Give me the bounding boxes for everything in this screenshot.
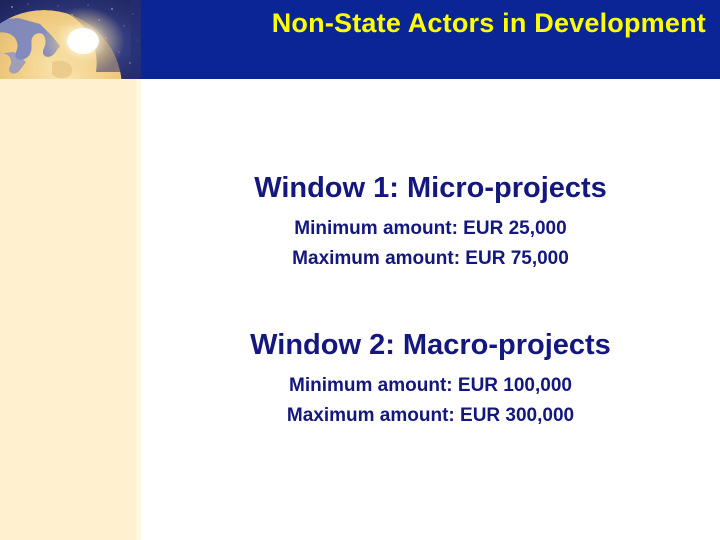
slide-title: Non-State Actors in Development: [271, 8, 706, 38]
block-line-window-2-maximum: Maximum amount: EUR 300,000: [286, 405, 575, 426]
block-line-window-1-minimum: Minimum amount: EUR 25,000: [294, 218, 567, 239]
title-banner: Non-State Actors in Development: [141, 0, 720, 79]
globe-sunrise-image: [0, 0, 141, 79]
block-line-window-2-minimum: Minimum amount: EUR 100,000: [289, 375, 572, 396]
slide-content: Window 1: Micro-projects Minimum amount:…: [141, 79, 720, 540]
content-block-window-1: Window 1: Micro-projects Minimum amount:…: [141, 171, 720, 274]
block-heading-window-2: Window 2: Macro-projects: [250, 329, 611, 361]
sidebar-edge-stripe: [136, 0, 141, 540]
content-block-window-2: Window 2: Macro-projects Minimum amount:…: [141, 328, 720, 431]
left-sidebar-panel: [0, 0, 141, 540]
block-line-window-1-maximum: Maximum amount: EUR 75,000: [292, 248, 569, 269]
block-heading-window-1: Window 1: Micro-projects: [254, 172, 607, 204]
